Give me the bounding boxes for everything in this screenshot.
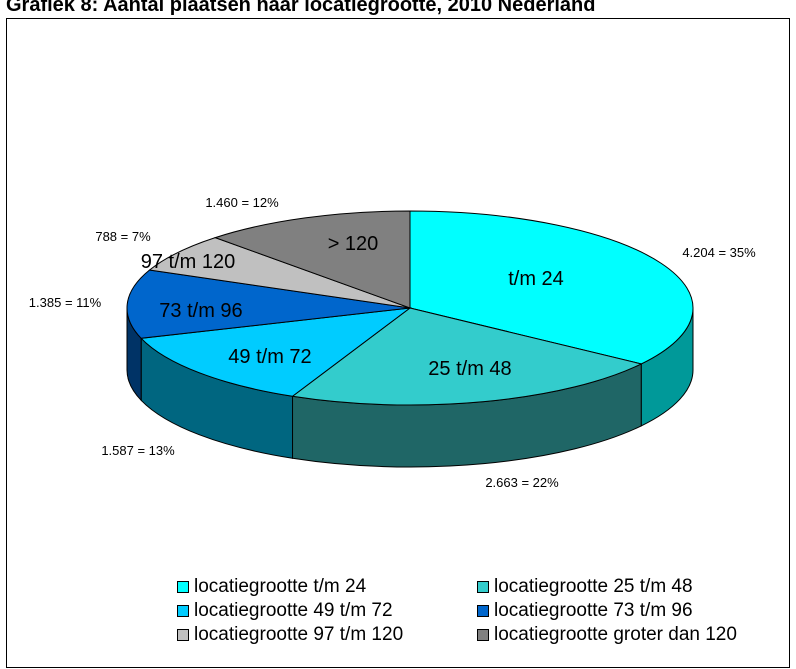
legend-swatch-1	[477, 581, 489, 593]
value-label-1: 2.663 = 22%	[485, 475, 559, 490]
legend-label-3: locatiegrootte 73 t/m 96	[494, 600, 693, 621]
chart-frame: t/m 24 25 t/m 48 49 t/m 72 73 t/m 96 97 t/m …	[6, 18, 790, 668]
pie-slice-1	[291, 307, 643, 406]
slice-label-5: > 120	[328, 233, 379, 255]
legend-item-5: locatiegrootte groter dan 120	[477, 624, 737, 646]
legend-label-2: locatiegrootte 49 t/m 72	[194, 600, 393, 621]
legend-swatch-5	[477, 629, 489, 641]
legend-item-1: locatiegrootte 25 t/m 48	[477, 576, 693, 598]
pie-slice-2	[140, 307, 412, 397]
legend-item-3: locatiegrootte 73 t/m 96	[477, 600, 693, 622]
pie-slice-0	[409, 210, 694, 365]
slice-label-0: t/m 24	[508, 268, 564, 290]
chart-title: Grafiek 8: Aantal plaatsen naar locatieg…	[6, 0, 596, 16]
legend-swatch-0	[177, 581, 189, 593]
slice-label-4: 97 t/m 120	[141, 251, 236, 273]
value-label-5: 1.460 = 12%	[205, 195, 279, 210]
legend-item-0: locatiegrootte t/m 24	[177, 576, 366, 598]
legend-label-0: locatiegrootte t/m 24	[194, 576, 367, 597]
legend-swatch-2	[177, 605, 189, 617]
slice-label-3: 73 t/m 96	[159, 300, 242, 322]
pie-slice-5	[213, 210, 411, 309]
legend-item-2: locatiegrootte 49 t/m 72	[177, 600, 393, 622]
value-label-3: 1.385 = 11%	[29, 295, 102, 310]
legend-swatch-3	[477, 605, 489, 617]
value-label-2: 1.587 = 13%	[101, 443, 175, 458]
pie-slice-3	[126, 269, 411, 339]
slice-label-2: 49 t/m 72	[228, 346, 311, 368]
value-label-0: 4.204 = 35%	[682, 245, 756, 260]
legend-swatch-4	[177, 629, 189, 641]
legend-label-5: locatiegrootte groter dan 120	[494, 624, 737, 645]
legend-label-1: locatiegrootte 25 t/m 48	[494, 576, 693, 597]
legend-item-4: locatiegrootte 97 t/m 120	[177, 624, 403, 646]
value-label-4: 788 = 7%	[95, 229, 151, 244]
legend-label-4: locatiegrootte 97 t/m 120	[194, 624, 404, 645]
pie-slice-4	[148, 237, 411, 309]
slice-label-1: 25 t/m 48	[428, 358, 511, 380]
pie-chart: t/m 24 25 t/m 48 49 t/m 72 73 t/m 96 97 t/m …	[29, 195, 756, 490]
